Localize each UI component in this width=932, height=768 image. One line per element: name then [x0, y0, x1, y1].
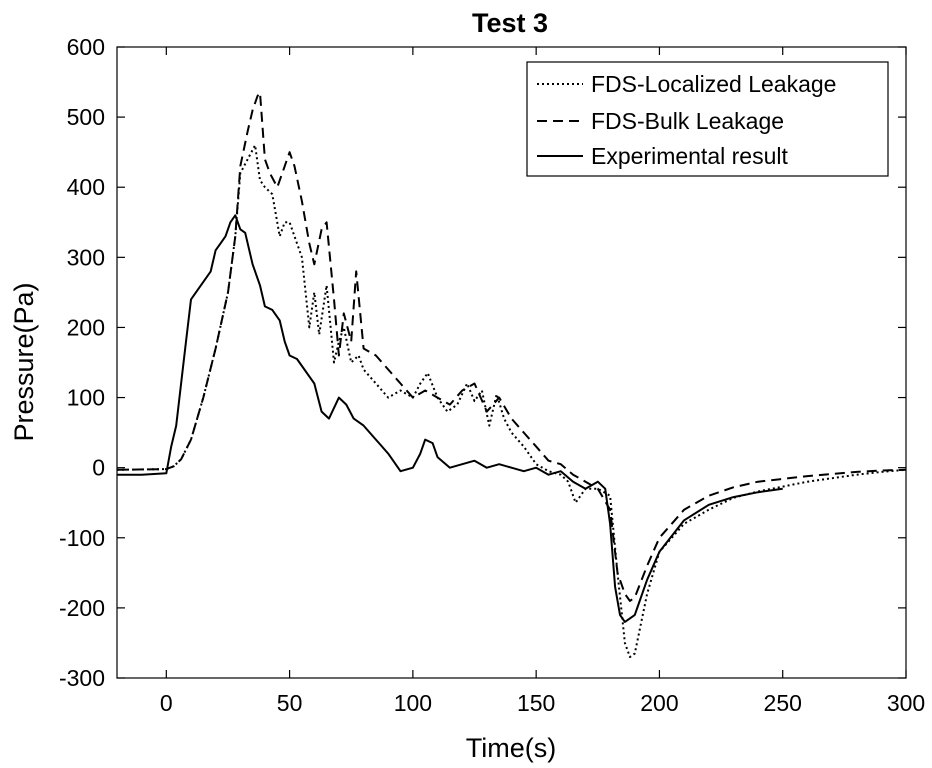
- y-tick-label: -300: [59, 665, 105, 691]
- plot-area: [116, 46, 907, 679]
- y-tick-label: 600: [67, 34, 105, 60]
- axes-box: [116, 46, 907, 679]
- y-tick-label: 200: [67, 314, 105, 340]
- y-tick-label: 500: [67, 104, 105, 130]
- x-tick-label: 150: [517, 690, 555, 716]
- x-tick-label: 50: [277, 690, 303, 716]
- y-axis-label: Pressure(Pa): [9, 282, 39, 441]
- y-tick-label: 0: [92, 455, 105, 481]
- y-tick-labels: -300 -200 -100 0 100 200 300 400 500 600: [59, 34, 105, 691]
- x-tick-label: 250: [764, 690, 802, 716]
- y-tick-label: 300: [67, 244, 105, 270]
- x-tick-label: 100: [394, 690, 432, 716]
- chart-title: Test 3: [472, 8, 548, 38]
- legend-label-experimental: Experimental result: [591, 143, 788, 169]
- x-tick-label: 200: [640, 690, 678, 716]
- legend: FDS-Localized Leakage FDS-Bulk Leakage E…: [526, 61, 889, 177]
- tick-marks: [117, 46, 907, 679]
- legend-box: [526, 61, 889, 177]
- y-tick-label: 100: [67, 385, 105, 411]
- x-tick-label: 0: [160, 690, 173, 716]
- series-layer: [116, 91, 907, 658]
- series-line-experimental-result: [117, 214, 783, 623]
- legend-label-bulk: FDS-Bulk Leakage: [591, 108, 784, 134]
- y-tick-label: 400: [67, 174, 105, 200]
- series-line-fds-localized-leakage: [116, 144, 907, 658]
- x-tick-labels: 0 50 100 150 200 250 300: [160, 690, 925, 716]
- y-tick-label: -100: [59, 525, 105, 551]
- x-tick-label: 300: [887, 690, 925, 716]
- y-tick-label: -200: [59, 595, 105, 621]
- series-line-fds-bulk-leakage: [116, 91, 907, 602]
- legend-label-localized: FDS-Localized Leakage: [591, 71, 836, 97]
- x-axis-label: Time(s): [466, 733, 556, 763]
